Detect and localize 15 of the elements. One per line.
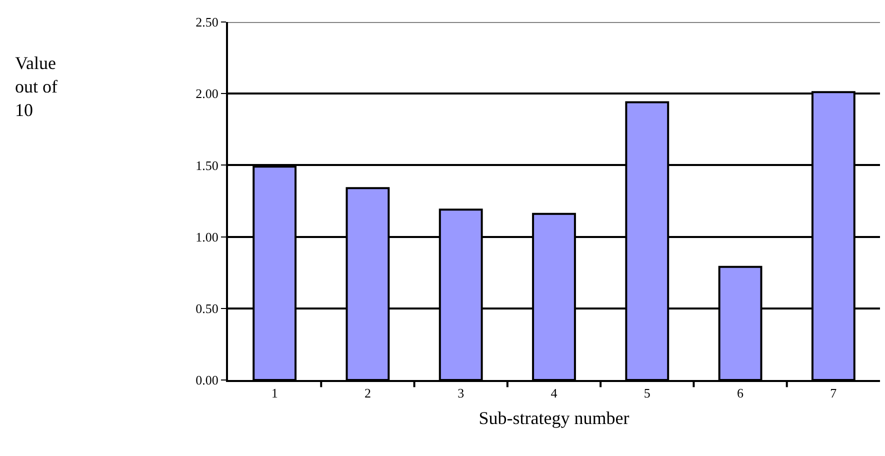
y-tick-label: 2.50 [196, 14, 218, 30]
x-tick-label: 5 [644, 386, 650, 401]
y-tick-label: 1.50 [196, 158, 218, 173]
x-tick-label: 2 [364, 386, 371, 401]
y-tick-label: 2.00 [196, 86, 218, 102]
y-tick-label: 0.00 [196, 372, 218, 388]
y-tick-label: 0.50 [196, 300, 218, 316]
x-tick-label: 7 [830, 386, 838, 401]
x-tick-label: 6 [737, 386, 744, 401]
x-tick-label: 3 [458, 386, 464, 401]
x-tick-label: 4 [550, 386, 558, 401]
text: Value out of 10 [15, 53, 58, 120]
x-axis-title: Sub-strategy number [478, 408, 630, 428]
x-tick-label: 1 [271, 386, 278, 401]
y-tick-label: 1.00 [196, 229, 218, 244]
